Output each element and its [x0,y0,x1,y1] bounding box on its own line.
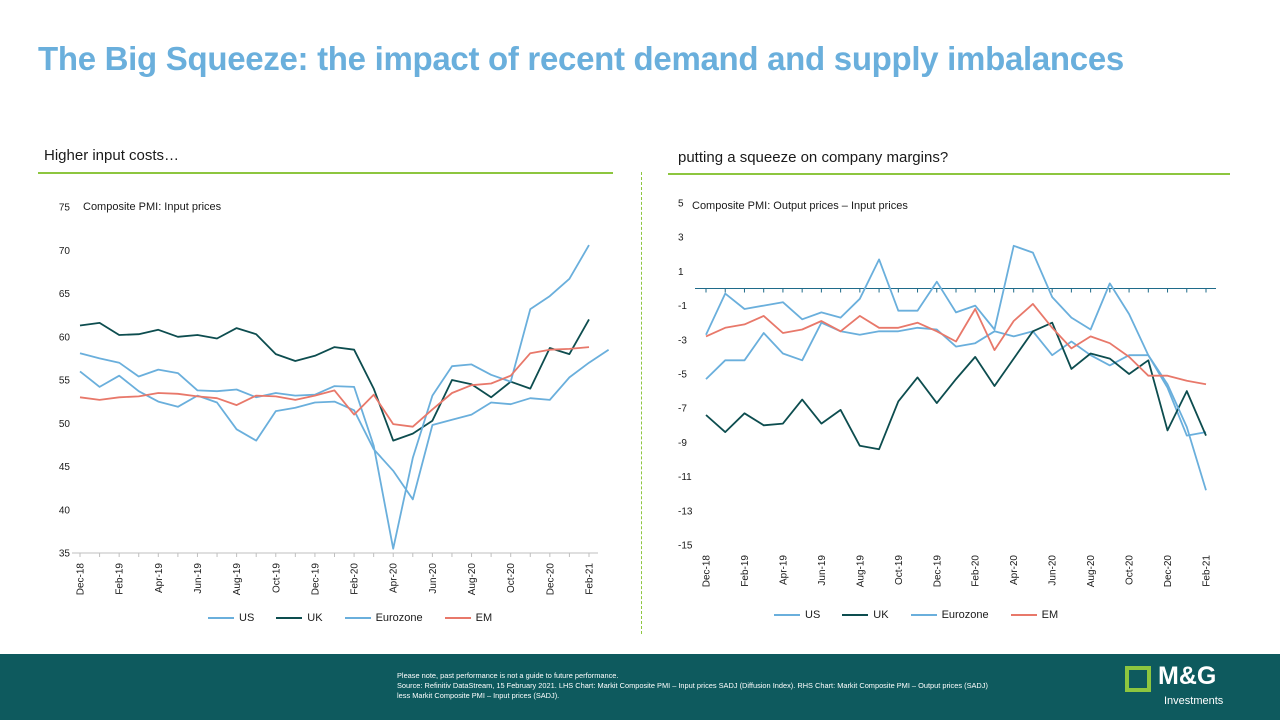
legend-swatch [276,617,303,619]
y-tick-label: 70 [59,246,71,257]
y-tick-label: -15 [678,541,693,552]
disclaimer: Please note, past performance is not a g… [397,671,997,701]
legend-label: US [805,609,821,621]
footer-bar [0,654,1280,720]
x-tick-label: Jun-20 [1048,555,1059,586]
right-chart-legend: US UK Eurozone EM [774,609,1080,621]
y-tick-label: -7 [678,404,687,415]
y-tick-label: 75 [59,203,71,214]
y-tick-label: -11 [678,472,692,483]
x-tick-label: Feb-21 [585,563,596,595]
disclaimer-line-2: Source: Refinitiv DataStream, 15 Februar… [397,681,988,700]
x-tick-label: Aug-20 [467,563,478,596]
legend-swatch [842,614,869,616]
chart-divider [641,172,642,634]
y-tick-label: 65 [59,289,71,300]
x-tick-label: Oct-20 [1125,555,1136,585]
legend-swatch [208,617,234,619]
y-tick-label: 35 [59,549,71,560]
x-tick-label: Aug-19 [232,563,243,596]
series-line-uk [705,321,1207,451]
y-tick-label: 50 [59,419,71,430]
x-tick-label: Jun-19 [193,563,204,594]
x-tick-label: Apr-19 [778,555,789,585]
x-tick-label: Dec-18 [76,563,87,596]
y-tick-label: 45 [59,462,71,473]
left-header-rule [38,172,613,174]
y-tick-label: 5 [678,199,684,210]
legend-label: EM [1041,609,1059,621]
y-tick-label: -3 [678,335,687,346]
legend-label: US [239,612,255,624]
chart-title: Composite PMI: Output prices – Input pri… [692,200,908,212]
legend-swatch [910,614,937,616]
legend-item-eurozone: Eurozone [910,609,989,621]
x-tick-label: Oct-19 [894,555,905,585]
y-tick-label: 40 [59,505,71,516]
legend-item-em: EM [444,612,493,624]
x-tick-label: Oct-20 [506,563,517,593]
legend-swatch [344,617,371,619]
x-tick-label: Apr-20 [1009,555,1020,585]
legend-item-eurozone: Eurozone [344,612,423,624]
x-tick-label: Dec-20 [1163,555,1174,588]
series-line-em [705,302,1207,386]
series-line-eurozone [705,244,1207,491]
disclaimer-line-1: Please note, past performance is not a g… [397,671,619,680]
x-tick-label: Aug-19 [855,555,866,588]
x-tick-label: Dec-19 [932,555,943,588]
x-tick-label: Apr-19 [154,563,165,593]
legend-swatch [1010,614,1037,616]
legend-item-uk: UK [276,612,323,624]
left-chart-subtitle: Higher input costs… [44,147,180,164]
right-header-rule [668,173,1230,175]
y-tick-label: -9 [678,438,687,449]
logo-square-icon [1125,666,1151,692]
left-chart: Composite PMI: Input prices 75 70 65 60 55 50 4… [59,201,610,596]
legend-item-us: US [208,612,254,624]
legend-swatch [444,617,471,619]
x-tick-label: Oct-19 [271,563,282,593]
legend-label: Eurozone [941,609,989,621]
legend-item-uk: UK [842,609,889,621]
x-tick-label: Jun-19 [817,555,828,586]
y-tick-label: -5 [678,370,687,381]
legend-label: UK [873,609,889,621]
x-tick-label: Feb-20 [350,563,361,595]
series-line-uk [79,318,590,442]
x-tick-label: Dec-19 [310,563,321,596]
y-tick-label: 1 [678,267,684,278]
logo-wordmark: M&G [1158,662,1217,690]
series-line-eurozone [79,244,590,550]
x-tick-label: Feb-20 [971,555,982,587]
logo-subtitle: Investments [1164,695,1224,707]
y-tick-label: -1 [678,301,687,312]
y-tick-label: -13 [678,506,693,517]
x-tick-label: Dec-18 [702,555,713,588]
y-tick-label: 55 [59,376,71,387]
x-tick-label: Feb-19 [115,563,126,595]
series-line-us [79,348,610,501]
x-tick-label: Apr-20 [389,563,400,593]
right-chart-subtitle: putting a squeeze on company margins? [678,149,949,166]
legend-label: Eurozone [375,612,423,624]
x-tick-label: Jun-20 [428,563,439,594]
x-tick-label: Feb-21 [1202,555,1213,587]
legend-swatch [774,614,800,616]
x-tick-label: Feb-19 [740,555,751,587]
x-tick-label: Aug-20 [1086,555,1097,588]
x-tick-label: Dec-20 [545,563,556,596]
page-title: The Big Squeeze: the impact of recent de… [38,40,1124,77]
y-tick-label: 3 [678,233,684,244]
legend-label: UK [307,612,323,624]
chart-title: Composite PMI: Input prices [83,201,222,213]
legend-item-us: US [774,609,820,621]
legend-item-em: EM [1010,609,1059,621]
left-chart-legend: US UK Eurozone EM [208,612,514,624]
series-line-em [79,346,590,428]
right-chart: Composite PMI: Output prices – Input pri… [678,199,1216,588]
y-tick-label: 60 [59,332,71,343]
series-line-us [705,321,1207,437]
legend-label: EM [475,612,493,624]
